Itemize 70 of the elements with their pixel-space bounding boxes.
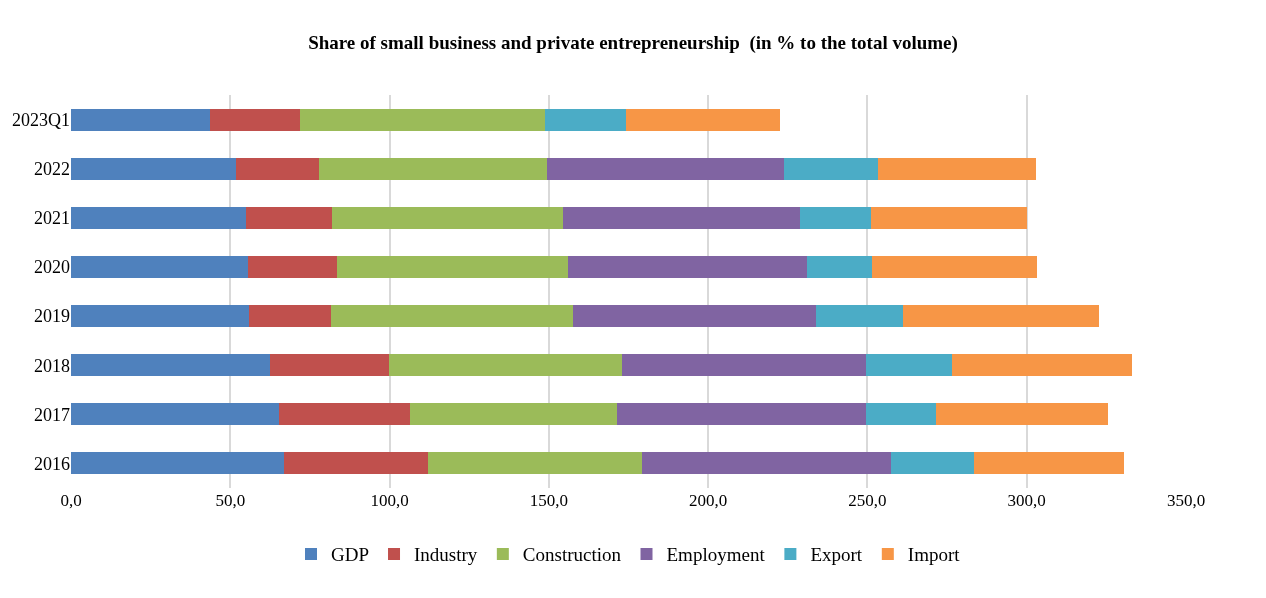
- legend-label: Import: [907, 544, 961, 566]
- bar: [865, 354, 953, 377]
- y-tick-label: 2020: [34, 257, 70, 278]
- y-tick-label: 2023Q1: [12, 109, 70, 130]
- y-tick-label: 2022: [34, 158, 70, 179]
- bar: [641, 452, 891, 475]
- bar: [71, 305, 250, 328]
- legend-label: Export: [810, 544, 863, 566]
- bar: [388, 354, 623, 377]
- bar: [269, 354, 389, 377]
- legend-label: Employment: [666, 544, 766, 566]
- x-tick-label: 50,0: [215, 491, 246, 510]
- y-tick-label: 2016: [34, 453, 70, 474]
- bar: [783, 157, 879, 180]
- y-tick-label: 2018: [34, 355, 70, 376]
- bar: [936, 403, 1108, 426]
- bar: [622, 354, 866, 377]
- legend-label: Industry: [414, 544, 478, 566]
- x-tick-label: 250,0: [848, 491, 887, 510]
- bar: [871, 255, 1038, 278]
- x-tick-label: 200,0: [689, 491, 728, 510]
- bar: [871, 206, 1027, 229]
- bar: [71, 354, 270, 377]
- x-tick-label: 0,0: [60, 491, 82, 510]
- bar: [568, 255, 807, 278]
- bar: [865, 403, 937, 426]
- y-tick-label: 2019: [34, 306, 70, 327]
- bar: [283, 452, 429, 475]
- bar: [816, 305, 903, 328]
- bar: [573, 305, 817, 328]
- bar: [806, 255, 872, 278]
- chart-title: Share of small business and private entrepreneurship (in % to the total volume): [308, 32, 958, 55]
- bar: [428, 452, 642, 475]
- bar: [332, 206, 563, 229]
- bar: [617, 403, 866, 426]
- bar: [800, 206, 872, 229]
- bar: [71, 452, 284, 475]
- bar: [331, 305, 574, 328]
- bar: [625, 108, 781, 131]
- legend-label: GDP: [331, 544, 370, 566]
- bar: [71, 255, 249, 278]
- y-tick-label: 2017: [34, 404, 70, 425]
- bar: [337, 255, 569, 278]
- bar: [209, 108, 301, 131]
- bar: [71, 157, 237, 180]
- bar: [318, 157, 547, 180]
- x-tick-label: 100,0: [370, 491, 409, 510]
- bar: [902, 305, 1100, 328]
- y-tick-label: 2021: [34, 208, 70, 229]
- x-tick-label: 300,0: [1007, 491, 1046, 510]
- bar: [878, 157, 1036, 180]
- bar: [248, 255, 338, 278]
- bar: [952, 354, 1132, 377]
- bar: [71, 403, 280, 426]
- bar: [545, 108, 626, 131]
- bar: [973, 452, 1124, 475]
- bar: [71, 108, 210, 131]
- bar: [249, 305, 332, 328]
- bar: [279, 403, 411, 426]
- legend-label: Construction: [522, 544, 622, 566]
- bar: [71, 206, 246, 229]
- bar: [410, 403, 618, 426]
- bar: [562, 206, 801, 229]
- bar: [546, 157, 784, 180]
- x-tick-label: 150,0: [529, 491, 568, 510]
- bar: [891, 452, 974, 475]
- bar: [300, 108, 546, 131]
- bar: [236, 157, 319, 180]
- x-tick-label: 350,0: [1166, 491, 1206, 510]
- bar: [245, 206, 333, 229]
